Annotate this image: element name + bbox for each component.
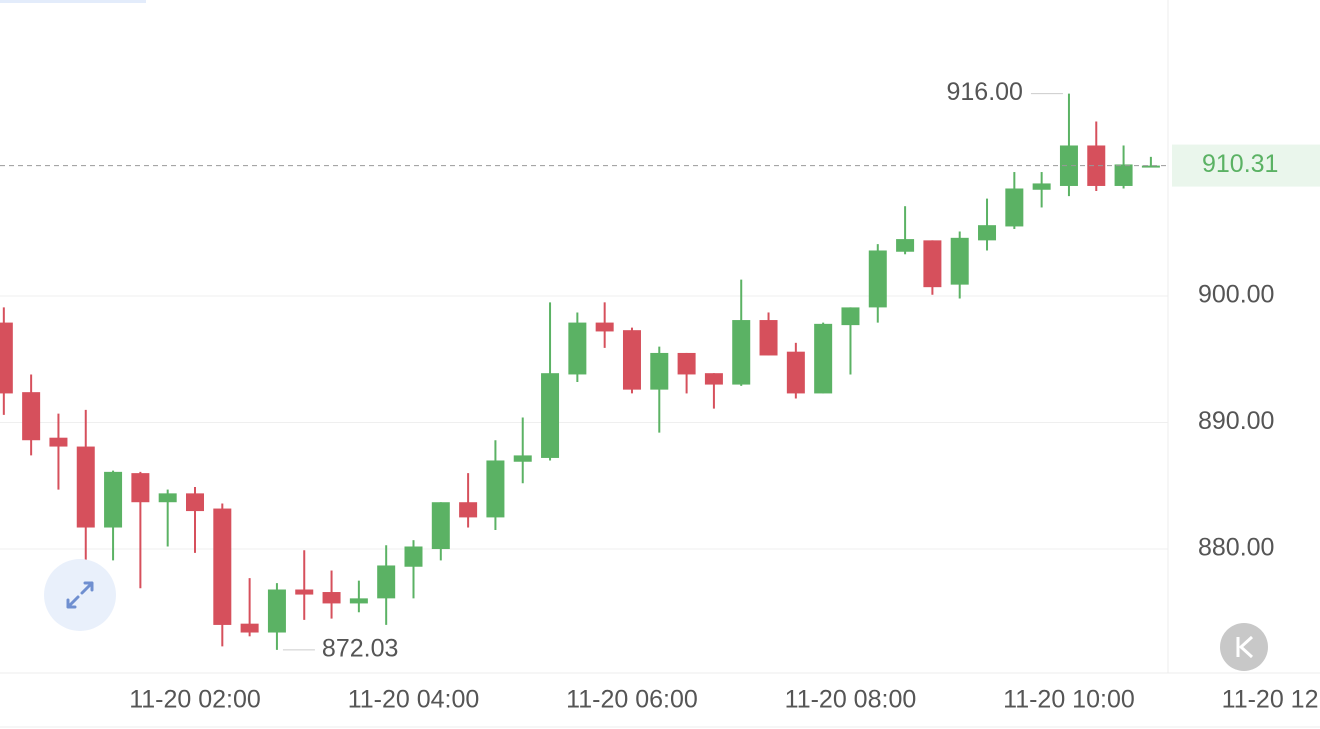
candle-body [213, 508, 232, 625]
x-tick-label: 11-20 06:00 [566, 686, 698, 714]
candle-body [923, 240, 942, 288]
candle-body [704, 373, 723, 385]
candle-body [377, 565, 396, 599]
candle-body [0, 322, 13, 394]
candle-body [431, 502, 450, 550]
candle-body [1005, 188, 1024, 227]
y-tick-label: 880.00 [1198, 534, 1274, 562]
candle-body [1114, 164, 1133, 186]
candle-body [486, 460, 505, 518]
candle-body [131, 473, 150, 503]
x-tick-label: 11-20 02:00 [129, 686, 261, 714]
candle-body [22, 392, 41, 441]
candle-body [267, 589, 286, 633]
k-button[interactable] [1220, 623, 1268, 671]
candle-body [568, 322, 587, 375]
candle-body [158, 493, 177, 503]
candle-body [786, 351, 805, 394]
candle-body [732, 320, 751, 385]
candle-body [459, 502, 478, 518]
candle-body [814, 323, 833, 394]
x-tick-label: 11-20 12:00 [1222, 686, 1320, 714]
y-tick-label: 890.00 [1198, 407, 1274, 435]
candle-body [404, 546, 423, 567]
x-tick-label: 11-20 04:00 [348, 686, 480, 714]
candle-body [240, 623, 259, 633]
candle-body [104, 471, 123, 528]
candle-body [759, 320, 778, 356]
candle-body [896, 239, 915, 252]
candle-body [513, 455, 532, 462]
candle-body [650, 352, 669, 390]
y-tick-label: 900.00 [1198, 281, 1274, 309]
candle-body [868, 250, 887, 308]
candle-body [322, 592, 341, 604]
tab-indicator [0, 0, 146, 3]
candle-body [1032, 183, 1051, 190]
candle-body [595, 322, 614, 332]
expand-button[interactable] [44, 559, 116, 631]
candle-body [1141, 165, 1160, 168]
candle-body [677, 352, 696, 375]
high-label: 916.00 [946, 78, 1022, 106]
candle-body [622, 330, 641, 390]
candle-body [841, 307, 860, 326]
last-price-box [1172, 144, 1320, 187]
low-label: 872.03 [322, 634, 398, 662]
last-price-label: 910.31 [1202, 150, 1278, 178]
x-tick-label: 11-20 10:00 [1003, 686, 1135, 714]
candle-body [49, 437, 68, 447]
candle-body [295, 589, 314, 595]
candle-body [349, 598, 368, 604]
x-tick-label: 11-20 08:00 [785, 686, 917, 714]
candle-body [1059, 145, 1078, 186]
candle-body [186, 493, 205, 512]
candle-body [1087, 145, 1106, 186]
candle-body [76, 446, 95, 528]
candle-body [978, 225, 997, 241]
candle-body [950, 237, 969, 285]
candle-body [541, 373, 560, 458]
